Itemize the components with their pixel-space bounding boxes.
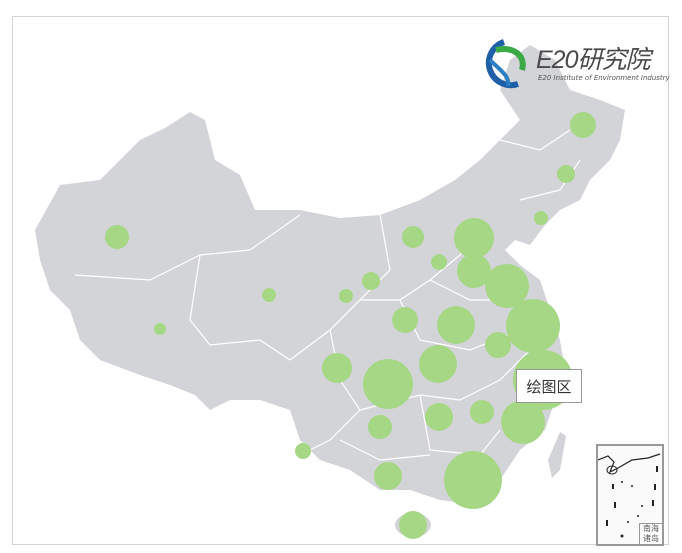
province-bubble[interactable] [557,165,575,183]
province-bubble[interactable] [363,359,413,409]
province-bubble[interactable] [454,218,494,258]
province-bubble[interactable] [392,307,418,333]
province-bubble[interactable] [485,332,511,358]
bubble-layer [105,112,596,539]
province-bubble[interactable] [295,443,311,459]
province-bubble[interactable] [470,400,494,424]
province-bubble[interactable] [374,462,402,490]
province-bubble[interactable] [362,272,380,290]
province-bubble[interactable] [534,211,548,225]
logo-name: E20研究院 [536,46,650,74]
province-bubble[interactable] [425,403,453,431]
logo-emblem-icon [485,39,526,89]
logo-subtitle: E20 Institute of Environment Industry [538,74,670,82]
province-bubble[interactable] [570,112,596,138]
province-bubble[interactable] [322,353,352,383]
province-bubble[interactable] [437,306,475,344]
province-bubble[interactable] [457,254,491,288]
province-bubble[interactable] [399,511,427,539]
south-china-sea-inset: 南海诸岛 [596,444,664,546]
province-bubble[interactable] [262,288,276,302]
province-bubble[interactable] [368,415,392,439]
province-bubble[interactable] [154,323,166,335]
province-bubble[interactable] [105,225,129,249]
province-bubble[interactable] [501,400,545,444]
province-bubble[interactable] [485,264,529,308]
province-bubble[interactable] [339,289,353,303]
inset-label: 南海诸岛 [639,523,662,544]
taiwan-shape [548,432,566,478]
islands-inset-map [598,453,661,538]
plot-area-tooltip: 绘图区 [516,369,582,403]
province-bubble[interactable] [444,451,502,509]
province-bubble[interactable] [506,299,560,353]
province-bubble[interactable] [402,226,424,248]
province-bubble[interactable] [431,254,447,270]
logo: E20研究院 E20 Institute of Environment Indu… [474,36,674,92]
province-bubble[interactable] [419,345,457,383]
mainland-shape [35,45,625,505]
